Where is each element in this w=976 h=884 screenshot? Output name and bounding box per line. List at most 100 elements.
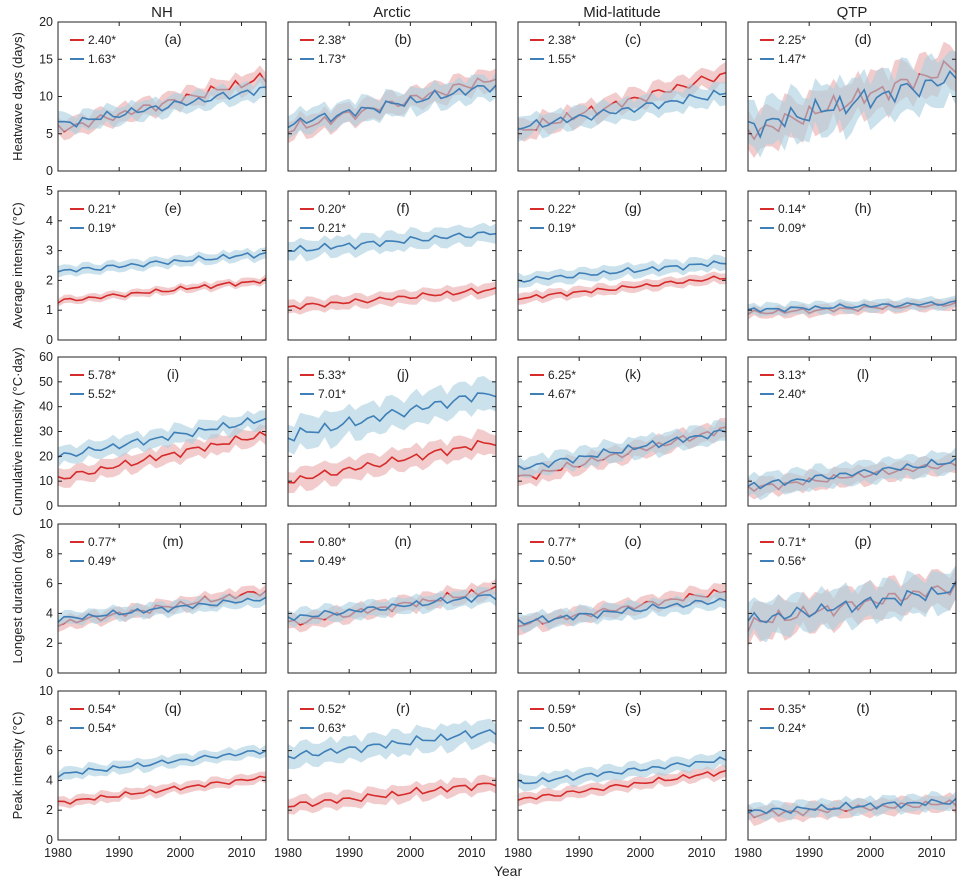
y-tick-label: 4 bbox=[46, 214, 53, 228]
blue-series-line bbox=[517, 260, 727, 283]
panel-label: (l) bbox=[857, 366, 869, 382]
y-tick-label: 5 bbox=[46, 127, 53, 141]
panel-label: (g) bbox=[624, 200, 641, 216]
y-tick-label: 5 bbox=[46, 184, 53, 198]
y-tick-label: 0 bbox=[46, 833, 53, 847]
blue-series-line bbox=[287, 84, 497, 129]
blue-series-line bbox=[747, 457, 957, 490]
blue-series-line bbox=[517, 89, 727, 131]
panel-label: (j) bbox=[397, 366, 409, 382]
panel-h: 0.14* 0.09* (h) bbox=[747, 190, 957, 341]
red-series-line bbox=[287, 287, 497, 310]
panel-label: (a) bbox=[164, 31, 181, 47]
blue-series-line bbox=[287, 594, 497, 622]
y-tick-label: 2 bbox=[46, 636, 53, 650]
panel-label: (c) bbox=[625, 31, 641, 47]
legend-red-trend: 6.25* bbox=[548, 368, 576, 382]
legend-red-trend: 0.52* bbox=[318, 702, 346, 716]
panel-frame bbox=[287, 190, 497, 341]
legend-blue-trend: 4.67* bbox=[548, 387, 576, 401]
x-tick-label: 1990 bbox=[795, 846, 823, 860]
red-series-line bbox=[287, 439, 497, 484]
column-title-2: Mid-latitude bbox=[583, 4, 661, 21]
panel-label: (p) bbox=[854, 533, 871, 549]
y-tick-label: 4 bbox=[46, 773, 53, 787]
y-tick-label: 0 bbox=[46, 499, 53, 513]
blue-uncertainty-band bbox=[288, 376, 496, 455]
blue-uncertainty-band bbox=[518, 81, 726, 142]
column-title-3: QTP bbox=[837, 4, 868, 21]
blue-series-line bbox=[57, 749, 267, 778]
red-series-line bbox=[287, 782, 497, 808]
red-uncertainty-band bbox=[288, 428, 496, 493]
y-tick-label: 8 bbox=[46, 547, 53, 561]
y-tick-label: 20 bbox=[39, 15, 53, 29]
legend-red-trend: 0.35* bbox=[778, 702, 806, 716]
row-ylabel-3: Longest duration (day) bbox=[10, 533, 25, 663]
panel-frame bbox=[517, 690, 727, 841]
blue-uncertainty-band bbox=[518, 750, 726, 792]
panel-label: (r) bbox=[396, 700, 410, 716]
blue-series-line bbox=[747, 70, 957, 139]
panel-label: (f) bbox=[396, 200, 409, 216]
blue-uncertainty-band bbox=[288, 72, 496, 139]
blue-series-line bbox=[517, 597, 727, 625]
x-tick-label: 2010 bbox=[688, 846, 716, 860]
legend-red-trend: 2.38* bbox=[548, 33, 576, 47]
legend-red-trend: 0.14* bbox=[778, 202, 806, 216]
panel-label: (h) bbox=[854, 200, 871, 216]
legend-red-trend: 2.40* bbox=[88, 33, 116, 47]
panel-label: (m) bbox=[163, 533, 184, 549]
x-axis-label: Year bbox=[494, 863, 523, 879]
legend-blue-trend: 0.63* bbox=[318, 721, 346, 735]
panel-label: (t) bbox=[856, 700, 869, 716]
red-uncertainty-band bbox=[58, 273, 266, 307]
legend-red-trend: 0.22* bbox=[548, 202, 576, 216]
x-tick-label: 2000 bbox=[166, 846, 194, 860]
legend-blue-trend: 0.19* bbox=[88, 221, 116, 235]
legend-blue-trend: 0.50* bbox=[548, 721, 576, 735]
row-ylabel-0: Heatwave days (days) bbox=[10, 32, 25, 161]
panel-frame bbox=[287, 690, 497, 841]
x-tick-label: 1980 bbox=[504, 846, 532, 860]
legend-blue-trend: 0.24* bbox=[778, 721, 806, 735]
legend-red-trend: 0.71* bbox=[778, 535, 806, 549]
blue-uncertainty-band bbox=[748, 295, 956, 317]
panel-q: 0 2 4 6 8 10 1980 1990 2000 2010 0.54* 0.54* (q) bbox=[39, 684, 267, 860]
legend-blue-trend: 0.19* bbox=[548, 221, 576, 235]
panel-frame bbox=[747, 523, 957, 674]
panel-f: 0.20* 0.21* (f) bbox=[287, 190, 497, 341]
row-ylabel-1: Average intensity (°C) bbox=[10, 202, 25, 328]
legend-red-trend: 0.20* bbox=[318, 202, 346, 216]
y-tick-label: 6 bbox=[46, 744, 53, 758]
legend-blue-trend: 0.49* bbox=[88, 554, 116, 568]
blue-uncertainty-band bbox=[58, 744, 266, 783]
legend-red-trend: 0.77* bbox=[88, 535, 116, 549]
x-tick-label: 2000 bbox=[856, 846, 884, 860]
blue-uncertainty-band bbox=[518, 419, 726, 479]
red-uncertainty-band bbox=[288, 774, 496, 815]
panel-n: 0.80* 0.49* (n) bbox=[287, 523, 497, 674]
x-tick-label: 1990 bbox=[105, 846, 133, 860]
legend-red-trend: 2.25* bbox=[778, 33, 806, 47]
panel-j: 5.33* 7.01* (j) bbox=[287, 356, 497, 507]
y-tick-label: 40 bbox=[39, 400, 53, 414]
blue-series-line bbox=[288, 231, 497, 252]
y-tick-label: 15 bbox=[39, 52, 53, 66]
y-tick-label: 10 bbox=[39, 474, 53, 488]
panel-label: (i) bbox=[167, 366, 179, 382]
x-tick-label: 2010 bbox=[228, 846, 256, 860]
panel-m: 0 2 4 6 8 10 0.77* 0.49* (m) bbox=[39, 517, 267, 680]
legend-blue-trend: 1.55* bbox=[548, 52, 576, 66]
blue-uncertainty-band bbox=[748, 564, 956, 643]
panel-frame bbox=[747, 190, 957, 341]
x-tick-label: 1990 bbox=[335, 846, 363, 860]
column-title-0: NH bbox=[151, 4, 173, 21]
panel-frame bbox=[517, 523, 727, 674]
legend-blue-trend: 0.09* bbox=[778, 221, 806, 235]
red-uncertainty-band bbox=[518, 271, 726, 305]
blue-series-line bbox=[517, 429, 727, 471]
blue-series-line bbox=[287, 729, 497, 760]
legend-blue-trend: 1.73* bbox=[318, 52, 346, 66]
panel-frame bbox=[287, 523, 497, 674]
